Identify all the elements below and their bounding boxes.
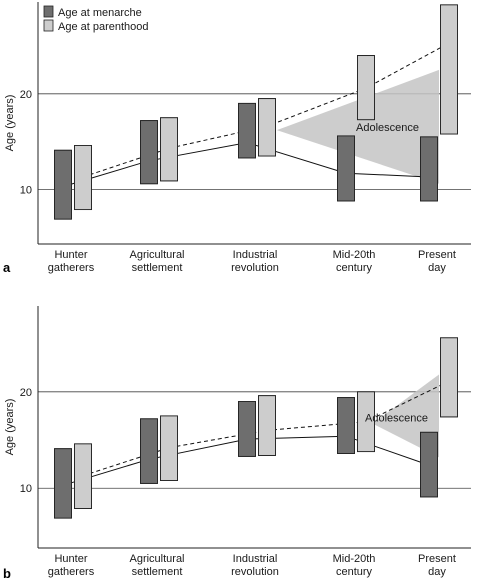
parenthood-bar-overlay-4: [357, 55, 375, 121]
category-label-5-line-2: day: [428, 262, 446, 274]
menarche-bar-overlay-3: [238, 102, 256, 159]
menarche-bar-overlay-1: [54, 149, 72, 220]
adolescence-label: Adolescence: [365, 413, 428, 425]
category-label-3-line-2: revolution: [231, 566, 279, 578]
adolescence-wedge: [276, 69, 439, 184]
menarche-bar-overlay-5: [420, 431, 438, 498]
menarche-bar-overlay-1: [54, 448, 72, 519]
category-label-4-line-1: Mid-20th: [333, 249, 376, 261]
legend-label-1: Age at menarche: [58, 7, 142, 19]
parenthood-bar-overlay-1: [74, 145, 92, 211]
menarche-bar-overlay-2: [140, 120, 158, 185]
category-label-4-line-2: century: [336, 566, 373, 578]
category-label-2-line-1: Agricultural: [129, 553, 184, 565]
parenthood-bar-overlay-1: [74, 443, 92, 509]
category-label-3-line-2: revolution: [231, 262, 279, 274]
category-label-1-line-2: gatherers: [48, 566, 95, 578]
y-tick-label-20: 20: [20, 89, 32, 101]
legend-swatch-2: [43, 19, 54, 32]
category-label-5-line-2: day: [428, 566, 446, 578]
category-label-1-line-2: gatherers: [48, 262, 95, 274]
chart-panel-b: 10 20 Age (years) Adolescence Huntergatherer…: [3, 306, 471, 580]
parenthood-bar-overlay-3: [258, 98, 276, 157]
category-label-1-line-1: Hunter: [54, 553, 87, 565]
category-label-2-line-2: settlement: [132, 262, 183, 274]
y-axis-title: Age (years): [4, 95, 16, 152]
legend-label-2: Age at parenthood: [58, 21, 149, 33]
category-label-4-line-2: century: [336, 262, 373, 274]
parenthood-bar-overlay-2: [160, 117, 178, 182]
panel-letter: a: [3, 260, 11, 275]
category-label-3-line-1: Industrial: [233, 249, 278, 261]
chart-panel-a: 10 20 Age (years) Adolescence Huntergatherer…: [3, 2, 471, 275]
category-label-5-line-1: Present: [418, 553, 456, 565]
menarche-bar-overlay-4: [337, 135, 355, 202]
parenthood-bar-overlay-2: [160, 415, 178, 481]
category-label-4-line-1: Mid-20th: [333, 553, 376, 565]
menarche-bar-overlay-2: [140, 418, 158, 484]
panel-letter: b: [3, 566, 11, 580]
menarche-bar-overlay-4: [337, 397, 355, 454]
parenthood-bar-overlay-5: [440, 337, 458, 418]
legend-swatch-1: [43, 5, 54, 18]
adolescence-label: Adolescence: [356, 122, 419, 134]
y-tick-label-20: 20: [20, 387, 32, 399]
menarche-bar-overlay-5: [420, 136, 438, 202]
parenthood-bar-overlay-3: [258, 395, 276, 456]
category-label-2-line-2: settlement: [132, 566, 183, 578]
y-tick-label-10: 10: [20, 483, 32, 495]
menarche-bar-overlay-3: [238, 401, 256, 457]
y-axis-title: Age (years): [4, 399, 16, 456]
y-tick-label-10: 10: [20, 184, 32, 196]
category-label-3-line-1: Industrial: [233, 553, 278, 565]
category-label-1-line-1: Hunter: [54, 249, 87, 261]
parenthood-bar-overlay-4: [357, 391, 375, 453]
category-label-2-line-1: Agricultural: [129, 249, 184, 261]
category-label-5-line-1: Present: [418, 249, 456, 261]
parenthood-bar-overlay-5: [440, 4, 458, 135]
